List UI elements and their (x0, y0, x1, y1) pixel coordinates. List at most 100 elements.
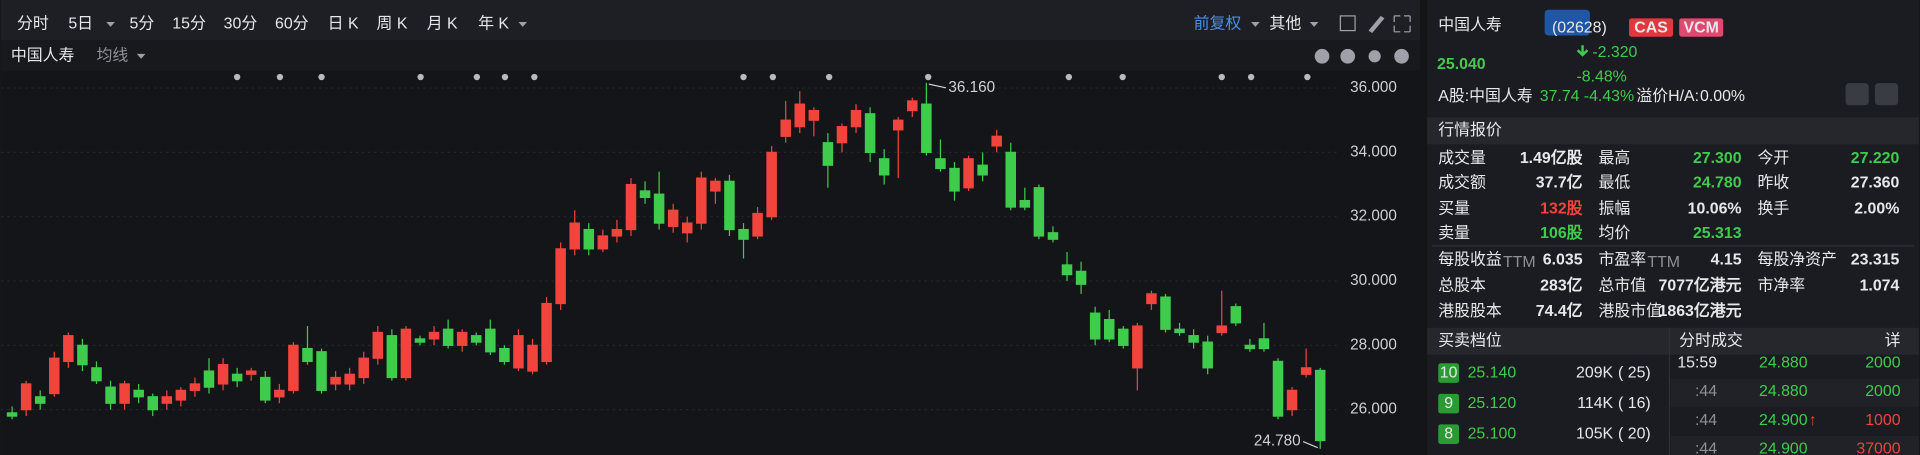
icon-draw[interactable] (1368, 15, 1385, 34)
icon-zoom-in[interactable] (1340, 48, 1356, 64)
candle-body (724, 180, 735, 231)
candle-body (991, 135, 1002, 147)
stat-value: 37.7亿 (1536, 173, 1583, 192)
book-price: 25.100 (1468, 425, 1517, 442)
event-dot[interactable] (318, 73, 325, 81)
event-dot[interactable] (769, 73, 777, 81)
candle-body (892, 119, 904, 131)
trade-volume: 37000 (1856, 441, 1900, 455)
candle-body (935, 158, 946, 170)
premium-label: 溢价H/A: (1636, 87, 1699, 105)
candle-body (77, 344, 88, 366)
icon-layout[interactable] (1339, 15, 1356, 32)
button-add[interactable] (1845, 83, 1869, 106)
level-badge (1438, 424, 1460, 444)
stat-value: 1863亿港元 (1659, 301, 1742, 320)
candle-body (653, 193, 665, 224)
more-select[interactable]: 其他 (1269, 15, 1301, 33)
event-dot[interactable] (1218, 73, 1225, 81)
candle-body (836, 126, 848, 144)
stat-value: 1.49亿股 (1520, 148, 1583, 167)
caret (1251, 22, 1260, 27)
period-tab[interactable]: 30分 (224, 15, 258, 33)
candle-body (527, 344, 538, 372)
trade-volume: 2000 (1865, 354, 1901, 371)
indicator-select[interactable]: 均线 (96, 46, 128, 64)
section-bg (1427, 117, 1919, 145)
candle-body (1188, 335, 1199, 343)
adjust-select[interactable]: 前复权 (1194, 15, 1242, 33)
event-dot[interactable] (1247, 73, 1255, 81)
detail-link[interactable]: 详 (1885, 331, 1901, 349)
stat-label: 港股市值 (1598, 302, 1662, 320)
candle-body (203, 370, 215, 388)
candle-body (386, 335, 398, 379)
candle-body (738, 228, 749, 240)
period-selected-bg[interactable] (1544, 9, 1590, 36)
trade-volume: 2000 (1865, 383, 1901, 400)
event-dot[interactable] (825, 73, 833, 81)
period-tab[interactable]: 日 K (328, 16, 359, 33)
event-dot[interactable] (740, 73, 747, 81)
section-bg (1427, 327, 1919, 355)
candle-body (372, 331, 384, 359)
event-dot[interactable] (925, 73, 932, 81)
event-dot[interactable] (417, 73, 424, 81)
event-dot[interactable] (473, 73, 481, 81)
candle-body (667, 209, 679, 227)
trade-time: :44 (1695, 412, 1717, 429)
trade-price: 24.880 (1759, 354, 1808, 371)
candle-body (569, 222, 580, 250)
period-tab[interactable]: 月 K (427, 16, 458, 33)
stat-label: 总市值 (1598, 276, 1646, 294)
stat-value: 106股 (1540, 224, 1583, 242)
level-badge (1438, 363, 1460, 383)
event-dot[interactable] (233, 73, 241, 81)
stat-value: 23.315 (1851, 252, 1900, 269)
period-tab[interactable]: 5分 (130, 15, 155, 33)
button-alert[interactable] (1874, 83, 1899, 106)
period-tab[interactable]: 年 K (478, 15, 509, 33)
annotation-arrow (1302, 440, 1318, 449)
trade-price: 24.880 (1759, 383, 1808, 400)
icon-settings[interactable] (1368, 50, 1381, 63)
period-tab[interactable]: 60分 (275, 15, 309, 33)
event-dot[interactable] (501, 73, 509, 81)
candle-body (878, 158, 890, 176)
stat-label: 昨收 (1757, 174, 1789, 192)
stat-label: 成交额 (1438, 174, 1486, 192)
event-dot[interactable] (531, 73, 538, 81)
book-price: 25.120 (1468, 395, 1517, 412)
icon-fullscreen[interactable] (1393, 15, 1411, 33)
icon-zoom-out[interactable] (1314, 48, 1330, 64)
period-tab[interactable]: 15分 (172, 15, 206, 33)
candle-body (822, 142, 834, 166)
price-change: -2.320 (1592, 44, 1637, 61)
level-badge (1438, 393, 1460, 414)
trade-price: 24.900 (1759, 441, 1808, 455)
toolbar-icons[interactable] (1314, 15, 1899, 106)
period-tab[interactable]: 周 K (377, 16, 408, 33)
candle-body (555, 248, 566, 305)
period-tab[interactable]: 分时 (17, 15, 49, 33)
candle-body (513, 335, 524, 369)
candle-body (1061, 264, 1073, 276)
stat-label: 总股本 (1438, 276, 1486, 294)
book-qty: 209K (1576, 364, 1614, 381)
stat-value: 24.780 (1693, 175, 1742, 192)
stat-value: 27.300 (1693, 150, 1742, 167)
candle-body (780, 119, 791, 137)
event-dot[interactable] (1119, 73, 1126, 81)
event-dot[interactable] (1065, 73, 1073, 81)
candle-body (274, 389, 285, 398)
candle-body (175, 389, 187, 401)
y-tick-label: 36.000 (1350, 79, 1397, 96)
icon-close[interactable] (1394, 48, 1409, 64)
candle-body (1132, 325, 1143, 369)
event-dot[interactable] (276, 73, 284, 81)
candle-body (330, 376, 341, 385)
event-dot[interactable] (1304, 73, 1311, 81)
candle-body (428, 331, 440, 340)
period-tab[interactable]: 5日 (68, 16, 93, 33)
row-bg (1670, 378, 1919, 407)
